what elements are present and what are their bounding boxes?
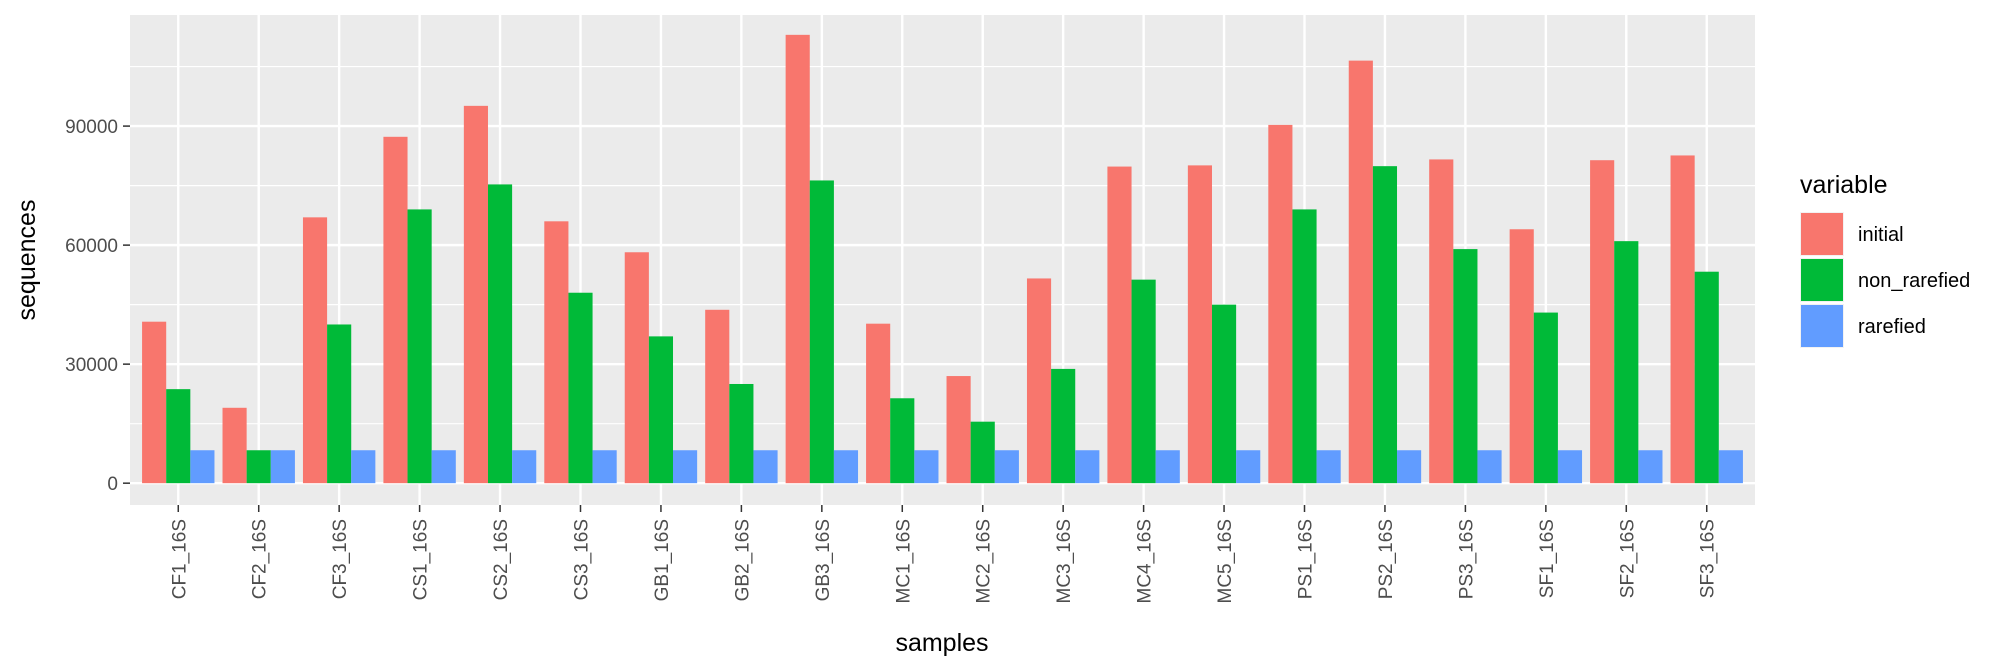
bar-rarefied-MC5_16S [1236,450,1261,484]
bar-initial-PS1_16S [1268,124,1293,484]
legend-label-non_rarefied: non_rarefied [1858,270,1970,292]
bar-initial-SF2_16S [1590,160,1615,484]
bar-rarefied-CS2_16S [512,450,537,484]
bar-initial-MC1_16S [866,323,891,484]
bar-initial-CF2_16S [222,407,247,484]
y-tick-label: 30000 [65,355,118,376]
bar-non_rarefied-CS2_16S [487,184,513,484]
x-tick-label: CS2_16S [491,519,512,600]
bar-rarefied-PS2_16S [1397,450,1422,484]
bar-rarefied-SF3_16S [1718,450,1743,484]
bar-initial-CF1_16S [142,321,167,484]
legend-swatch-non_rarefied [1801,259,1843,301]
bar-initial-PS3_16S [1429,159,1454,484]
bar-rarefied-CF2_16S [270,450,295,484]
bar-rarefied-PS1_16S [1316,450,1341,484]
bar-initial-GB3_16S [785,34,810,484]
x-tick-label: MC1_16S [893,519,914,604]
x-tick-label: CF1_16S [169,519,190,599]
x-tick-label: CS1_16S [411,519,432,600]
legend: variable initial non_rarefied rarefied [1800,171,1970,348]
bar-rarefied-CS1_16S [431,450,456,484]
bar-non_rarefied-MC2_16S [970,421,995,484]
x-tick-label: CF2_16S [250,519,271,599]
bar-non_rarefied-SF3_16S [1694,271,1719,484]
y-axis-title: sequences [13,200,41,321]
x-tick-label: SF1_16S [1537,519,1558,598]
bar-initial-MC5_16S [1187,165,1212,484]
x-tick-label: GB1_16S [652,519,673,601]
x-tick-label: MC5_16S [1215,519,1236,604]
bar-non_rarefied-PS1_16S [1292,209,1317,484]
bar-non_rarefied-PS3_16S [1453,249,1478,484]
x-tick-label: PS1_16S [1296,519,1317,599]
bar-initial-MC4_16S [1107,166,1132,484]
bar-non_rarefied-PS2_16S [1372,166,1398,484]
x-axis: CF1_16S CF2_16S CF3_16S CS1_16S CS2_16S CS3_1… [169,505,1719,604]
x-tick-label: PS3_16S [1456,519,1477,599]
bar-rarefied-GB2_16S [753,450,778,484]
x-tick-label: CS3_16S [571,519,592,600]
bar-non_rarefied-GB1_16S [648,336,674,484]
y-tick-label: 0 [107,474,118,495]
bar-rarefied-PS3_16S [1477,450,1502,484]
legend-title: variable [1800,171,1888,199]
bar-initial-SF3_16S [1670,155,1695,484]
bars [142,34,1743,484]
bar-rarefied-GB1_16S [673,450,698,484]
bar-non_rarefied-GB3_16S [809,180,834,484]
bar-non_rarefied-CF3_16S [327,324,352,484]
bar-non_rarefied-CS3_16S [568,292,593,484]
bar-rarefied-MC2_16S [994,450,1019,484]
bar-non_rarefied-CF2_16S [246,450,271,484]
bar-rarefied-MC3_16S [1075,450,1100,484]
bar-initial-CS3_16S [544,221,569,484]
x-tick-label: MC3_16S [1054,519,1075,604]
y-tick-label: 60000 [65,236,118,257]
bar-rarefied-CF1_16S [190,450,215,484]
x-tick-label: MC2_16S [974,519,995,604]
x-tick-label: GB2_16S [732,519,753,601]
bar-initial-CF3_16S [302,217,328,484]
bar-non_rarefied-MC1_16S [890,398,915,484]
bar-non_rarefied-SF2_16S [1614,241,1639,484]
bar-non_rarefied-SF1_16S [1533,312,1558,484]
bar-non_rarefied-CF1_16S [166,389,191,484]
bar-initial-CS2_16S [463,105,488,484]
x-tick-label: SF2_16S [1617,519,1638,598]
x-tick-label: PS2_16S [1376,519,1397,599]
bar-initial-CS1_16S [383,136,408,484]
x-tick-label: SF3_16S [1698,519,1719,598]
bar-non_rarefied-CS1_16S [407,209,432,484]
bar-initial-MC3_16S [1026,278,1052,484]
legend-label-initial: initial [1858,224,1904,246]
bar-rarefied-SF1_16S [1557,450,1583,484]
bar-rarefied-MC1_16S [914,450,939,484]
x-tick-label: MC4_16S [1135,519,1156,604]
legend-swatch-rarefied [1801,305,1843,347]
bar-initial-SF1_16S [1509,229,1534,484]
bar-rarefied-CF3_16S [351,450,376,484]
bar-initial-GB1_16S [624,252,649,484]
bar-initial-GB2_16S [705,309,730,484]
bar-rarefied-MC4_16S [1155,450,1180,484]
bar-non_rarefied-MC4_16S [1131,279,1156,484]
x-tick-label: GB3_16S [813,519,834,601]
bar-rarefied-GB3_16S [833,450,859,484]
y-axis: 0 30000 60000 90000 [65,117,130,495]
x-tick-label: CF3_16S [330,519,351,599]
bar-non_rarefied-MC3_16S [1051,368,1076,484]
bar-non_rarefied-GB2_16S [729,383,754,484]
bar-initial-PS2_16S [1348,60,1373,484]
bar-rarefied-CS3_16S [592,450,617,484]
x-axis-title: samples [895,629,988,657]
bar-non_rarefied-MC5_16S [1211,304,1237,484]
bar-initial-MC2_16S [946,376,971,484]
y-tick-label: 90000 [65,117,118,138]
legend-swatch-initial [1801,213,1843,255]
legend-label-rarefied: rarefied [1858,316,1926,338]
bar-rarefied-SF2_16S [1638,450,1663,484]
